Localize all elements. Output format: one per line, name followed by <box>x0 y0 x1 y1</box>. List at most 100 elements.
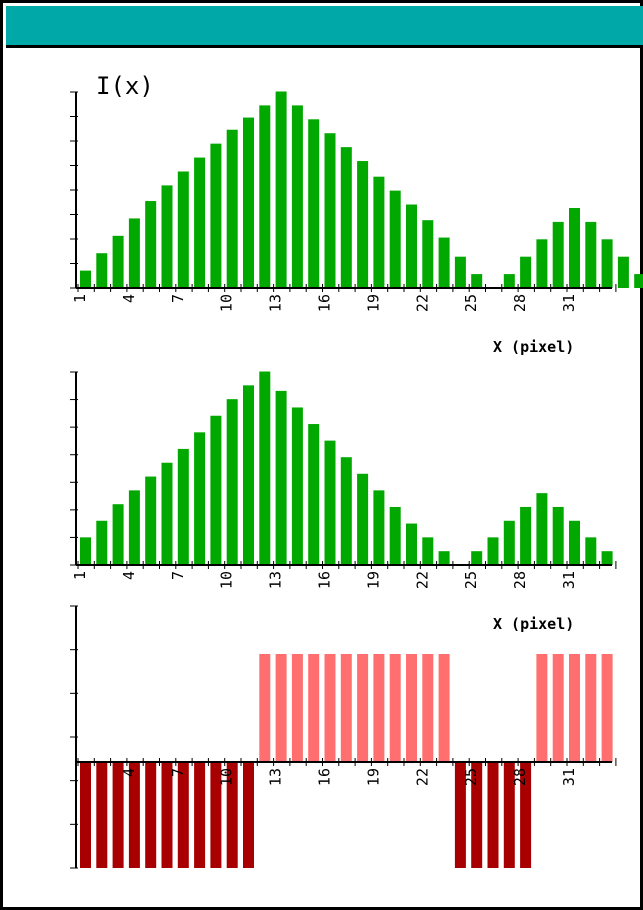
bar <box>601 239 613 288</box>
bar-negative <box>243 762 254 868</box>
bar-negative <box>177 762 189 868</box>
x-tick-label: 7 <box>169 768 187 777</box>
bar <box>177 171 189 288</box>
bar-negative <box>112 762 124 868</box>
chart-panel-intensity: 1 4 7 10 13 16 19 22 25 28 31 X (pixel) I(x) <box>70 72 643 356</box>
bar <box>520 506 532 565</box>
bar-positive <box>275 654 287 762</box>
y-axis-title: I(x) <box>96 72 154 100</box>
bar <box>340 457 352 565</box>
bar-positive <box>259 654 271 762</box>
x-tick-label: 4 <box>120 571 138 580</box>
bar-negative <box>128 762 140 868</box>
bar-positive <box>373 654 385 762</box>
bar <box>308 119 320 288</box>
bar-negative <box>145 762 157 868</box>
bar-negative <box>161 762 173 868</box>
bar <box>324 440 336 565</box>
bar <box>243 117 254 288</box>
bar-positive <box>357 654 369 762</box>
bar <box>291 105 303 289</box>
bar-negative <box>454 762 466 868</box>
bar <box>585 537 597 565</box>
bar <box>243 385 254 565</box>
bar-negative <box>503 762 515 868</box>
bar-negative <box>80 762 91 868</box>
bar <box>520 256 532 288</box>
bar <box>112 504 124 565</box>
bar <box>569 208 580 288</box>
bar <box>308 424 320 565</box>
bar <box>340 147 352 288</box>
bar <box>357 161 369 288</box>
x-tick-label: 31 <box>560 768 578 786</box>
bar-positive <box>601 654 613 762</box>
x-tick-label: 28 <box>511 768 529 786</box>
bar <box>471 274 483 288</box>
bar <box>373 490 385 565</box>
bar-negative <box>226 762 238 868</box>
bar-positive <box>536 654 548 762</box>
x-tick-label: 22 <box>413 768 431 786</box>
bar-positive <box>422 654 434 762</box>
bar <box>96 253 108 288</box>
x-tick-label: 25 <box>462 768 480 786</box>
bar <box>406 204 417 288</box>
x-tick-label: 13 <box>267 571 285 589</box>
bar <box>585 221 597 288</box>
x-tick-label: 19 <box>364 294 382 312</box>
bar <box>406 523 417 565</box>
bar <box>438 551 450 565</box>
x-axis-title: X (pixel) <box>493 338 574 356</box>
bar <box>324 133 336 288</box>
bar <box>617 256 629 288</box>
x-tick-label: 16 <box>316 571 334 589</box>
bar <box>471 551 483 565</box>
bar <box>96 520 108 565</box>
bar <box>194 432 206 565</box>
bar-positive <box>569 654 580 762</box>
bar-negative <box>487 762 499 868</box>
x-tick-label: 4 <box>120 294 138 303</box>
x-tick-label: 13 <box>267 768 285 786</box>
bar <box>389 190 401 288</box>
bar-negative <box>194 762 206 868</box>
bar-negative <box>96 762 108 868</box>
bar <box>634 274 643 288</box>
x-tick-label: 10 <box>218 768 236 786</box>
bar <box>601 551 613 565</box>
x-tick-label: 13 <box>267 294 285 312</box>
bar <box>275 390 287 565</box>
x-tick-label: 28 <box>511 294 529 312</box>
x-tick-label: 19 <box>364 768 382 786</box>
bar <box>210 415 222 565</box>
bar-positive <box>438 654 450 762</box>
bar <box>552 506 564 565</box>
bar <box>259 371 271 565</box>
x-tick-label: 1 <box>71 571 89 580</box>
bar <box>536 493 548 565</box>
bar <box>259 105 271 289</box>
x-tick-label: 7 <box>169 571 187 580</box>
x-tick-label: 28 <box>511 571 529 589</box>
bar <box>80 270 91 288</box>
bar-positive <box>585 654 597 762</box>
x-tick-label: 16 <box>316 768 334 786</box>
window-titlebar <box>6 6 643 48</box>
bar <box>161 185 173 288</box>
x-tick-label: 1 <box>71 294 89 303</box>
x-tick-label: 22 <box>413 571 431 589</box>
bar <box>194 157 206 288</box>
bar-positive <box>340 654 352 762</box>
x-tick-label: 16 <box>316 294 334 312</box>
bar <box>112 235 124 288</box>
chart-panel-derivative: 1 4 7 10 13 16 19 22 25 28 31 X (pixel) <box>70 371 617 633</box>
bar-positive <box>389 654 401 762</box>
bar-positive <box>406 654 417 762</box>
bar <box>569 520 580 565</box>
chart-panel-sign: 4 7 10 13 16 19 22 25 28 31 <box>70 605 617 869</box>
bar <box>177 448 189 565</box>
bar-positive <box>552 654 564 762</box>
